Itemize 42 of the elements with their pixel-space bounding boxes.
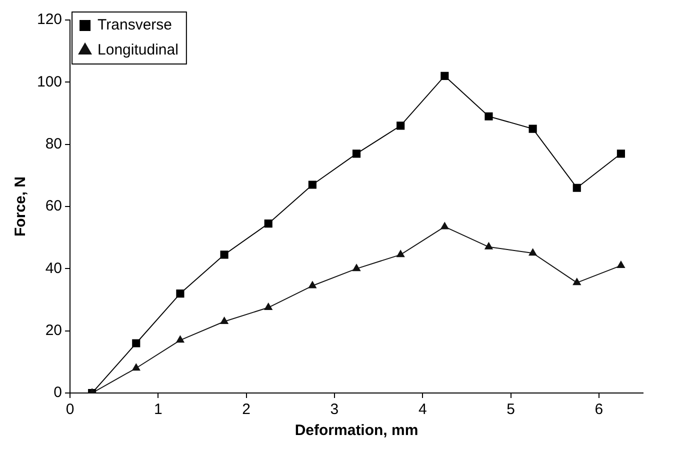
y-tick-label: 100 <box>36 73 62 90</box>
x-axis-title: Deformation, mm <box>294 422 418 440</box>
x-tick-label: 2 <box>242 401 250 418</box>
point <box>308 281 316 288</box>
point <box>617 261 625 268</box>
x-tick-label: 0 <box>66 401 74 418</box>
point <box>220 250 228 259</box>
legend-label: Longitudinal <box>98 42 178 59</box>
point <box>572 278 581 286</box>
point <box>396 250 405 258</box>
y-tick-label: 20 <box>45 322 62 339</box>
point <box>264 303 272 310</box>
x-tick-label: 4 <box>418 401 427 418</box>
y-tick-label: 60 <box>45 198 62 215</box>
point <box>440 222 449 230</box>
x-tick-label: 6 <box>594 401 604 418</box>
legend-label: Transverse <box>98 16 172 34</box>
point <box>528 248 537 256</box>
point <box>484 112 493 120</box>
point <box>264 220 272 228</box>
point <box>396 122 405 130</box>
x-tick-label: 1 <box>154 401 162 418</box>
y-tick-label: 120 <box>36 11 62 28</box>
point <box>308 180 316 189</box>
x-tick-label: 5 <box>506 401 515 418</box>
point <box>352 150 361 158</box>
point <box>176 290 184 298</box>
point <box>220 317 228 324</box>
point <box>132 339 140 348</box>
y-tick-label: 40 <box>45 260 62 277</box>
point <box>572 184 581 192</box>
x-tick-label: 3 <box>330 401 339 418</box>
point <box>440 72 449 80</box>
point <box>176 336 184 343</box>
point <box>352 264 360 272</box>
point <box>616 150 625 158</box>
y-axis-title: Force, N <box>12 176 30 237</box>
y-tick-label: 80 <box>45 135 62 152</box>
y-tick-label: 0 <box>54 384 62 402</box>
point <box>484 242 493 250</box>
point <box>132 364 140 371</box>
point <box>528 124 537 133</box>
